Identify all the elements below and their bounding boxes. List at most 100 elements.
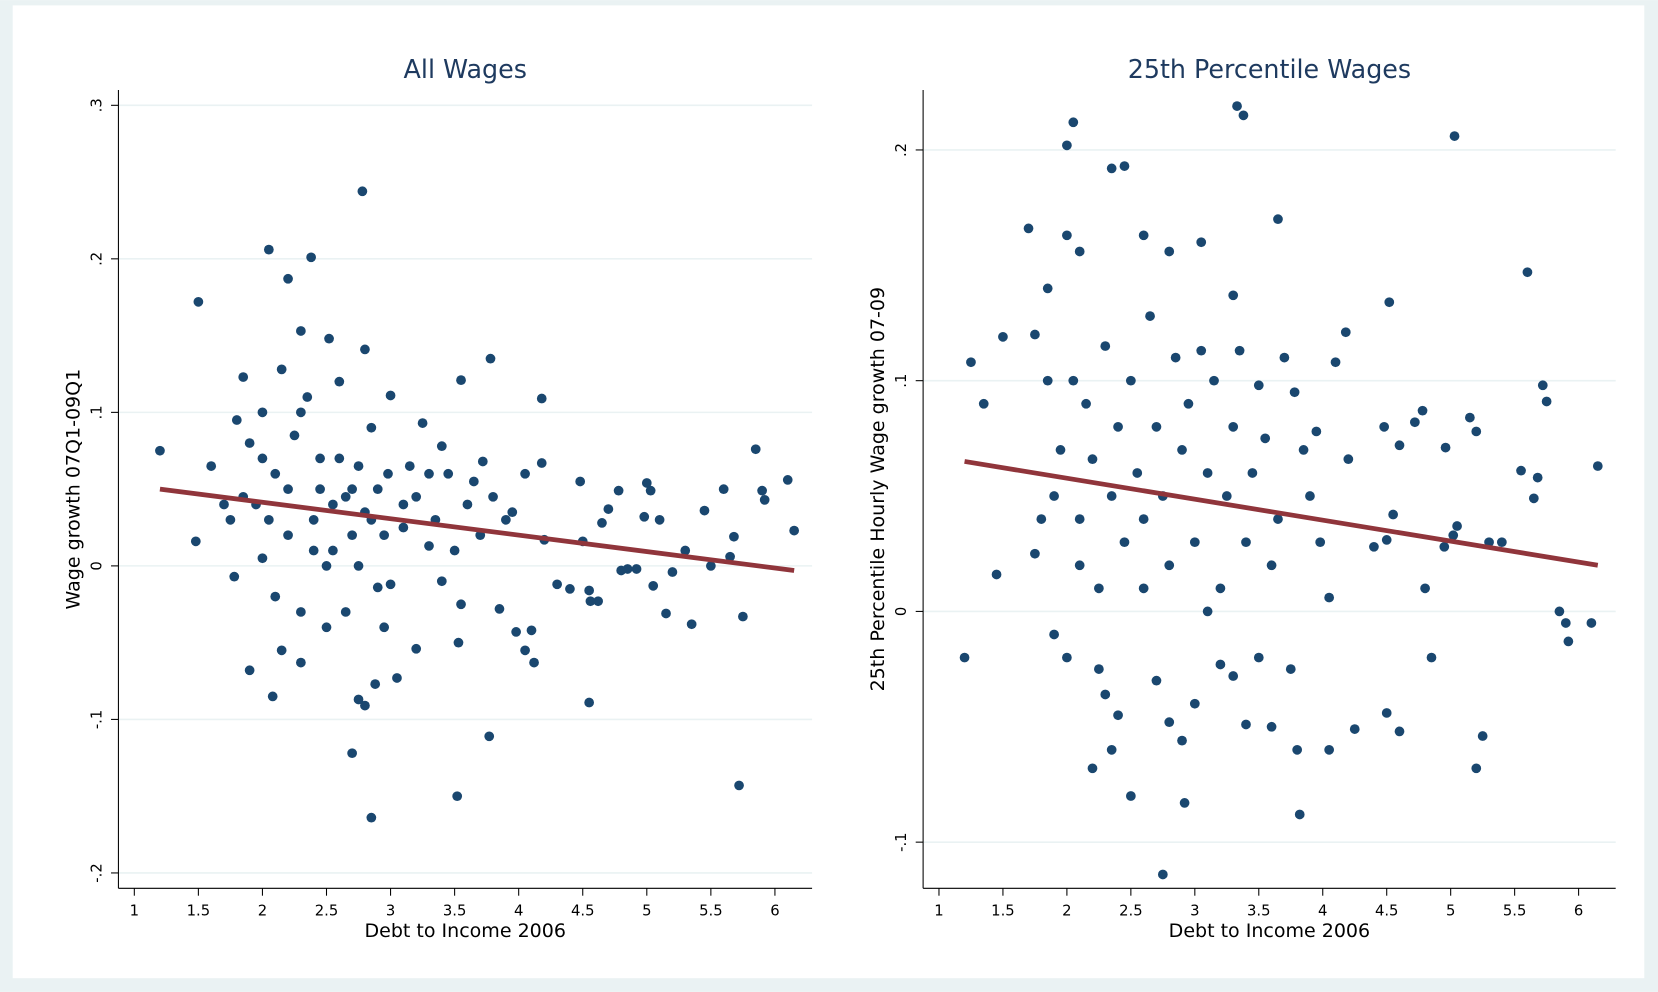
point (1528, 493, 1539, 504)
point (1062, 230, 1072, 241)
point (1100, 341, 1111, 351)
point (283, 530, 293, 541)
point (372, 582, 383, 593)
point (1238, 110, 1249, 121)
point (324, 333, 334, 344)
point (477, 456, 488, 467)
point (398, 522, 409, 533)
point (1189, 698, 1200, 709)
point (1202, 468, 1213, 478)
point (725, 551, 735, 562)
point (1049, 491, 1059, 501)
point (1247, 468, 1258, 478)
x-tick-label: 3.5 (1247, 903, 1271, 920)
point (1417, 405, 1428, 416)
point (526, 625, 537, 636)
point (718, 484, 729, 494)
point (357, 186, 368, 197)
point (1087, 763, 1098, 774)
point (1068, 375, 1079, 386)
point (680, 545, 691, 556)
point (1202, 606, 1213, 617)
point (622, 564, 633, 574)
point (263, 244, 274, 255)
point (452, 791, 463, 802)
point (759, 495, 770, 505)
point (1349, 724, 1360, 734)
point (328, 545, 338, 556)
point (1138, 514, 1149, 524)
x-tick-label: 2 (258, 903, 267, 920)
point (520, 468, 530, 479)
y-axis-title: 25th Percentile Hourly Wage growth 07-09 (867, 287, 889, 692)
point (370, 679, 381, 689)
x-tick-label: 2 (1062, 903, 1071, 920)
point (276, 364, 287, 375)
point (1074, 514, 1085, 524)
point (385, 579, 396, 590)
point (729, 531, 739, 542)
y-tick-label: .2 (88, 252, 105, 266)
point (353, 561, 364, 571)
point (654, 514, 665, 525)
point (1145, 311, 1155, 321)
x-axis-title: Debt to Income 2006 (1169, 920, 1370, 942)
point (1132, 468, 1143, 478)
x-tick-label: 1 (130, 903, 139, 920)
point (1119, 537, 1130, 548)
point (520, 645, 530, 656)
point (639, 511, 650, 522)
point (1241, 537, 1251, 548)
point (392, 673, 402, 683)
y-tick-label: .3 (88, 98, 105, 112)
point (991, 569, 1002, 580)
point (449, 545, 460, 556)
point (1516, 465, 1526, 476)
point (383, 468, 393, 479)
point (276, 645, 287, 656)
point (1477, 731, 1488, 741)
point (613, 485, 624, 496)
point (1439, 541, 1450, 552)
x-tick-label: 1 (934, 903, 943, 920)
point (1215, 583, 1226, 594)
point (411, 491, 422, 502)
point (1305, 491, 1315, 501)
x-tick-label: 6 (1574, 903, 1583, 920)
point (244, 665, 255, 676)
x-tick-label: 6 (770, 903, 779, 920)
point (1381, 535, 1392, 545)
fit-line (159, 486, 795, 573)
x-tick-label: 5 (1446, 903, 1455, 920)
point (1183, 398, 1194, 409)
point (1189, 537, 1200, 548)
point (789, 525, 800, 536)
y-tick-label: -.1 (88, 710, 105, 729)
point (1449, 131, 1460, 141)
point (593, 596, 603, 607)
point (296, 326, 306, 336)
point (219, 499, 229, 510)
x-tick-label: 2.5 (1119, 903, 1143, 920)
point (296, 407, 306, 418)
point (436, 441, 447, 452)
point (1260, 433, 1271, 444)
point (631, 564, 642, 574)
x-tick-label: 1.5 (991, 903, 1015, 920)
point (782, 475, 793, 485)
point (347, 748, 357, 759)
point (1228, 671, 1239, 681)
y-tick-label: 0 (893, 607, 910, 616)
point (1177, 445, 1187, 455)
point (1081, 398, 1091, 409)
point (257, 453, 268, 464)
x-tick-label: 4 (1318, 903, 1327, 920)
x-tick-label: 4.5 (1375, 903, 1399, 920)
point (308, 514, 319, 525)
point (1196, 345, 1207, 356)
point (372, 484, 383, 494)
point (1426, 652, 1437, 663)
point (603, 504, 614, 514)
point (462, 499, 473, 510)
